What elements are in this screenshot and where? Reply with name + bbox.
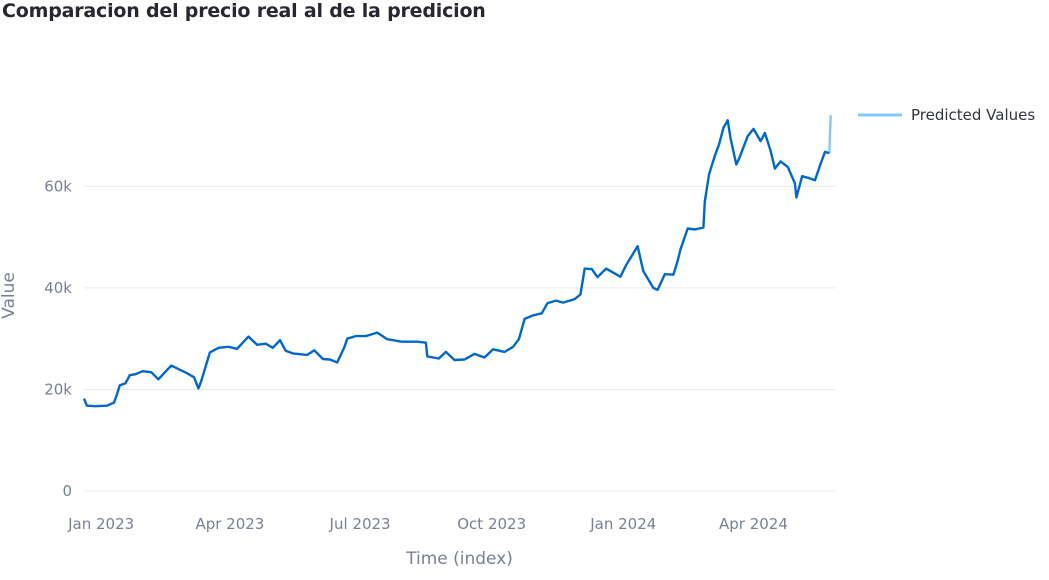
gridlines: [84, 185, 835, 492]
y-tick-label: 40k: [44, 279, 72, 297]
series-line-actual: [82, 119, 830, 408]
series-line-predicted: [828, 115, 832, 154]
x-tick-label: Jan 2023: [67, 515, 134, 533]
legend-label: Predicted Values: [911, 106, 1035, 124]
y-tick-label: 0: [62, 482, 72, 500]
y-tick-label: 60k: [44, 177, 72, 195]
series-lines: [82, 115, 832, 408]
x-tick-label: Oct 2023: [457, 515, 526, 533]
x-axis-title: Time (index): [405, 549, 513, 569]
y-tick-label: 20k: [44, 380, 72, 398]
chart-title: Comparacion del precio real al de la pre…: [2, 0, 486, 22]
x-tick-label: Apr 2023: [195, 515, 264, 533]
y-axis-title: Value: [0, 272, 19, 319]
x-axis-ticks: Jan 2023 Apr 2023 Jul 2023 Oct 2023 Jan 2024…: [67, 515, 788, 533]
x-tick-label: Jan 2024: [589, 515, 656, 533]
x-tick-label: Jul 2023: [329, 515, 391, 533]
y-axis-ticks: 0 20k 40k 60k: [44, 177, 72, 500]
x-tick-label: Apr 2024: [719, 515, 788, 533]
legend: Predicted Values: [858, 106, 1035, 124]
